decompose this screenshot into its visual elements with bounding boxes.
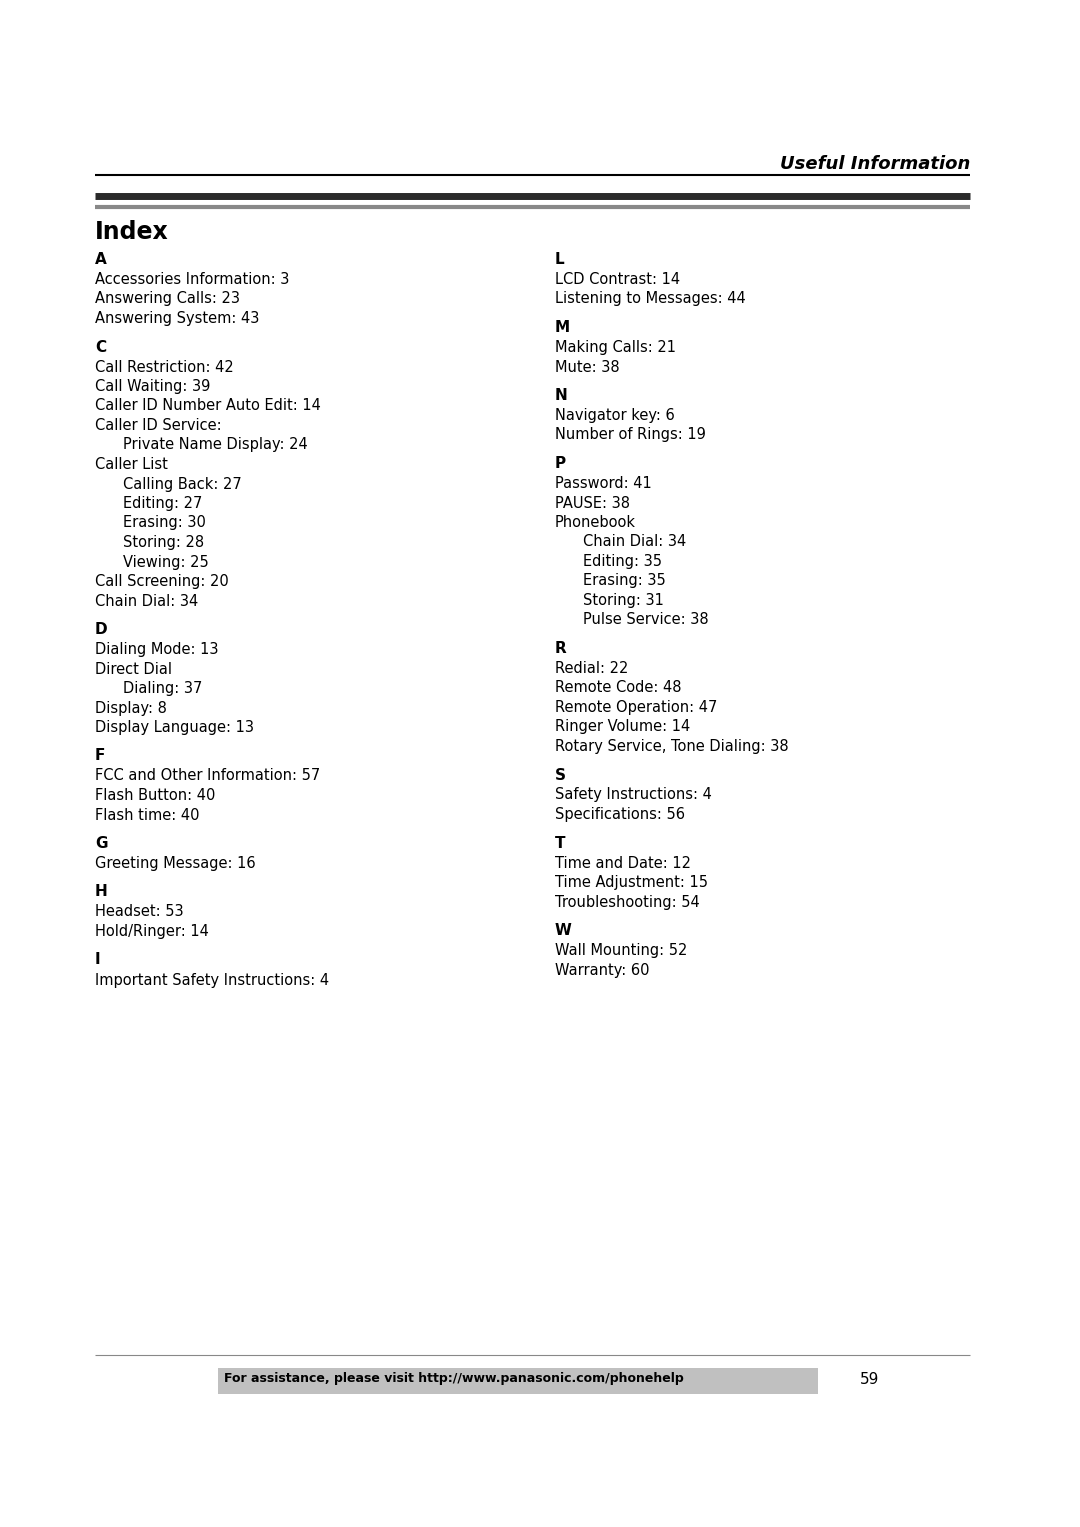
Text: Time and Date: 12: Time and Date: 12 [555,855,691,870]
Text: Accessories Information: 3: Accessories Information: 3 [95,272,289,287]
Text: Direct Dial: Direct Dial [95,661,172,676]
Text: Call Restriction: 42: Call Restriction: 42 [95,359,233,374]
Text: Phonebook: Phonebook [555,515,636,530]
Text: A: A [95,252,107,267]
Text: Making Calls: 21: Making Calls: 21 [555,341,676,354]
Text: P: P [555,457,566,470]
Text: Hold/Ringer: 14: Hold/Ringer: 14 [95,924,208,939]
Text: G: G [95,835,108,851]
Text: R: R [555,641,567,657]
Text: Redial: 22: Redial: 22 [555,661,629,676]
Text: N: N [555,388,568,403]
Text: LCD Contrast: 14: LCD Contrast: 14 [555,272,680,287]
Text: Dialing: 37: Dialing: 37 [123,681,202,696]
Text: L: L [555,252,565,267]
Text: Headset: 53: Headset: 53 [95,904,184,919]
Text: Password: 41: Password: 41 [555,476,651,492]
Text: C: C [95,339,106,354]
Text: Mute: 38: Mute: 38 [555,359,620,374]
Text: Important Safety Instructions: 4: Important Safety Instructions: 4 [95,973,329,988]
Text: Ringer Volume: 14: Ringer Volume: 14 [555,719,690,734]
Text: Index: Index [95,220,168,244]
Text: Chain Dial: 34: Chain Dial: 34 [95,594,199,608]
Text: Call Waiting: 39: Call Waiting: 39 [95,379,211,394]
Text: W: W [555,922,572,938]
Text: F: F [95,748,106,764]
Text: Number of Rings: 19: Number of Rings: 19 [555,428,706,443]
Text: Warranty: 60: Warranty: 60 [555,962,649,977]
Text: Caller List: Caller List [95,457,167,472]
Text: Erasing: 35: Erasing: 35 [583,574,665,588]
Text: Useful Information: Useful Information [780,156,970,173]
Text: Erasing: 30: Erasing: 30 [123,516,206,530]
Text: D: D [95,621,108,637]
Text: Calling Back: 27: Calling Back: 27 [123,476,242,492]
Text: Storing: 28: Storing: 28 [123,534,204,550]
Text: FCC and Other Information: 57: FCC and Other Information: 57 [95,768,321,783]
Text: Wall Mounting: 52: Wall Mounting: 52 [555,944,687,957]
Text: Caller ID Number Auto Edit: 14: Caller ID Number Auto Edit: 14 [95,399,321,414]
Text: Dialing Mode: 13: Dialing Mode: 13 [95,641,218,657]
Text: Time Adjustment: 15: Time Adjustment: 15 [555,875,708,890]
Text: For assistance, please visit http://www.panasonic.com/phonehelp: For assistance, please visit http://www.… [224,1371,684,1385]
Text: Pulse Service: 38: Pulse Service: 38 [583,612,708,628]
Text: Caller ID Service:: Caller ID Service: [95,418,221,434]
Text: Rotary Service, Tone Dialing: 38: Rotary Service, Tone Dialing: 38 [555,739,788,754]
Text: M: M [555,321,570,334]
Text: Private Name Display: 24: Private Name Display: 24 [123,438,308,452]
Text: Specifications: 56: Specifications: 56 [555,806,685,822]
Text: Listening to Messages: 44: Listening to Messages: 44 [555,292,746,307]
Text: PAUSE: 38: PAUSE: 38 [555,495,630,510]
Text: Editing: 35: Editing: 35 [583,554,662,570]
Text: Troubleshooting: 54: Troubleshooting: 54 [555,895,700,910]
Text: Safety Instructions: 4: Safety Instructions: 4 [555,788,712,803]
Text: Navigator key: 6: Navigator key: 6 [555,408,675,423]
Text: Remote Code: 48: Remote Code: 48 [555,681,681,695]
Text: T: T [555,835,566,851]
Text: 59: 59 [860,1371,879,1387]
Text: Flash time: 40: Flash time: 40 [95,808,200,823]
Bar [218,1368,818,1394]
Text: Display: 8: Display: 8 [95,701,167,716]
Text: Display Language: 13: Display Language: 13 [95,721,254,734]
Text: Editing: 27: Editing: 27 [123,496,202,512]
Text: Chain Dial: 34: Chain Dial: 34 [583,534,686,550]
Text: Flash Button: 40: Flash Button: 40 [95,788,215,803]
Text: I: I [95,953,100,968]
Text: Answering Calls: 23: Answering Calls: 23 [95,292,240,307]
Text: Remote Operation: 47: Remote Operation: 47 [555,699,717,715]
Text: Call Screening: 20: Call Screening: 20 [95,574,229,589]
Text: S: S [555,768,566,782]
Text: Answering System: 43: Answering System: 43 [95,312,259,325]
Text: Storing: 31: Storing: 31 [583,592,664,608]
Text: Greeting Message: 16: Greeting Message: 16 [95,857,256,870]
Text: H: H [95,884,108,899]
Text: Viewing: 25: Viewing: 25 [123,554,208,570]
